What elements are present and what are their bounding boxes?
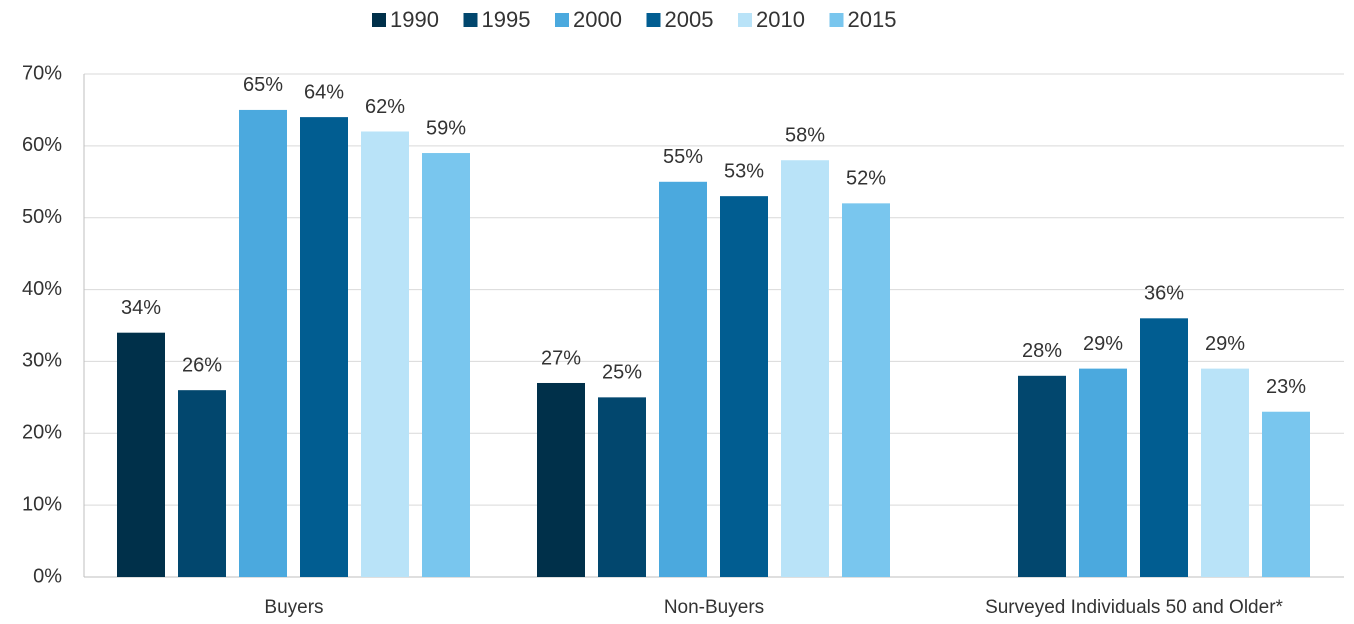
y-tick-label: 10%: [22, 493, 62, 515]
y-tick-label: 70%: [22, 62, 62, 84]
value-label: 55%: [663, 146, 703, 168]
bar: [239, 109, 287, 577]
value-label: 26%: [182, 354, 222, 376]
value-label: 29%: [1205, 333, 1245, 355]
bar: [422, 153, 470, 578]
value-label: 36%: [1144, 283, 1184, 305]
bar: [1140, 318, 1188, 577]
legend-label: 2010: [756, 7, 805, 32]
legend-label: 1990: [390, 7, 439, 32]
bar: [117, 332, 165, 577]
bar: [1079, 368, 1127, 577]
bar: [842, 203, 890, 578]
x-tick-label: Surveyed Individuals 50 and Older*: [985, 597, 1283, 618]
y-tick-label: 50%: [22, 206, 62, 228]
value-label: 52%: [846, 168, 886, 190]
value-label: 23%: [1266, 376, 1306, 398]
bar: [300, 117, 348, 577]
y-tick-label: 20%: [22, 422, 62, 444]
value-label: 29%: [1083, 333, 1123, 355]
bar: [537, 382, 585, 577]
y-tick-label: 30%: [22, 350, 62, 372]
bar: [178, 390, 226, 577]
legend-swatch: [372, 13, 386, 27]
bar: [1201, 368, 1249, 577]
legend-label: 2000: [573, 7, 622, 32]
value-label: 28%: [1022, 340, 1062, 362]
value-label: 58%: [785, 125, 825, 147]
value-label: 59%: [426, 117, 466, 139]
bar: [781, 160, 829, 577]
y-tick-label: 40%: [22, 278, 62, 300]
value-label: 65%: [243, 74, 283, 96]
y-tick-label: 0%: [33, 565, 62, 587]
value-label: 25%: [602, 362, 642, 384]
x-tick-label: Buyers: [264, 597, 323, 618]
bar: [1262, 411, 1310, 577]
value-label: 27%: [541, 347, 581, 369]
bar: [598, 397, 646, 577]
value-label: 64%: [304, 81, 344, 103]
legend-swatch: [646, 13, 661, 27]
bar: [720, 196, 768, 577]
value-label: 53%: [724, 160, 764, 182]
legend-label: 2005: [665, 7, 714, 32]
value-label: 34%: [121, 297, 161, 319]
bar: [659, 181, 707, 578]
x-tick-label: Non-Buyers: [664, 597, 764, 618]
legend-label: 2015: [848, 7, 897, 32]
bar: [361, 131, 409, 577]
legend-swatch: [738, 13, 752, 27]
bar: [1018, 375, 1066, 577]
legend-swatch: [829, 13, 844, 27]
legend-swatch: [463, 13, 478, 27]
value-label: 62%: [365, 96, 405, 118]
y-tick-label: 60%: [22, 134, 62, 156]
legend-label: 1995: [482, 7, 531, 32]
legend-swatch: [555, 13, 569, 27]
